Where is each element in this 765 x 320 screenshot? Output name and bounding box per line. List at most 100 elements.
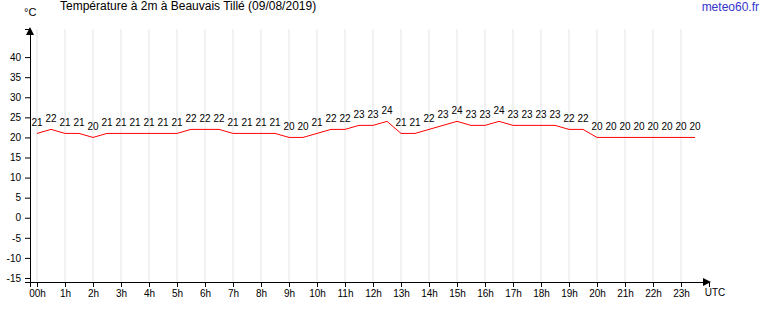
x-tick-label: 18h <box>533 288 550 299</box>
x-tick: 18h <box>533 282 550 299</box>
x-tick-label: 22h <box>645 288 662 299</box>
x-tick-label: 16h <box>477 288 494 299</box>
title: Température à 2m à Beauvais Tillé (09/08… <box>60 0 316 13</box>
x-tick-mark <box>569 282 570 287</box>
y-tick: 5 <box>15 192 30 203</box>
grid-line <box>177 29 178 282</box>
grid-line <box>485 29 486 282</box>
source[interactable]: meteo60.fr <box>702 0 759 14</box>
x-tick-mark <box>233 282 234 287</box>
x-tick-mark <box>513 282 514 287</box>
y-tick: 15 <box>10 152 30 163</box>
y-tick: -5 <box>12 233 30 244</box>
data-label: 22 <box>423 113 435 124</box>
data-label: 20 <box>87 121 99 132</box>
grid-line <box>513 29 514 282</box>
x-tick: 4h <box>144 282 155 299</box>
data-label: 20 <box>283 121 295 132</box>
y-tick: 0 <box>15 212 30 223</box>
grid-line <box>653 29 654 282</box>
data-label: 24 <box>381 105 393 116</box>
data-label: 22 <box>199 113 211 124</box>
y-tick-mark <box>25 77 30 78</box>
x-tick-mark <box>429 282 430 287</box>
x-tick: 11h <box>338 282 354 299</box>
x-tick-label: 2h <box>88 288 99 299</box>
x-tick-label: 11h <box>338 288 354 299</box>
data-label: 21 <box>255 117 267 128</box>
data-label: 21 <box>227 117 239 128</box>
x-tick-label: 20h <box>589 288 606 299</box>
y-tick: -15 <box>7 273 30 284</box>
y-axis-title: °C <box>24 6 36 18</box>
x-tick: 17h <box>505 282 522 299</box>
chart: -15-10-5051015202530354000h1h2h3h4h5h6h7… <box>0 0 765 320</box>
data-label: 22 <box>185 113 197 124</box>
y-tick-label: 15 <box>10 152 22 163</box>
x-axis: 00h1h2h3h4h5h6h7h8h9h10h11h12h13h14h15h1… <box>29 282 709 299</box>
x-tick-mark <box>597 282 598 287</box>
x-tick-mark <box>681 282 682 287</box>
x-axis-title: UTC <box>705 287 726 298</box>
data-label: 22 <box>213 113 225 124</box>
x-tick-mark <box>345 282 346 287</box>
x-tick-mark <box>373 282 374 287</box>
x-tick: 23h <box>673 282 690 299</box>
y-tick-mark <box>25 258 30 259</box>
y-tick: 20 <box>10 132 30 143</box>
x-tick: 21h <box>617 282 634 299</box>
grid-line <box>233 29 234 282</box>
grid-line <box>429 29 430 282</box>
x-tick: 00h <box>29 282 46 299</box>
x-tick: 5h <box>172 282 183 299</box>
x-tick: 6h <box>200 282 211 299</box>
y-arrow <box>26 27 34 35</box>
y-tick: 35 <box>10 72 30 83</box>
data-label: 23 <box>437 109 449 120</box>
grid-line <box>625 29 626 282</box>
y-tick-mark <box>25 238 30 239</box>
x-tick-mark <box>93 282 94 287</box>
x-tick-label: 4h <box>144 288 155 299</box>
data-label: 22 <box>563 113 575 124</box>
y-tick-mark <box>25 218 30 219</box>
data-label: 23 <box>353 109 365 120</box>
x-tick-label: 8h <box>256 288 267 299</box>
data-label: 24 <box>493 105 505 116</box>
grid-line <box>65 29 66 282</box>
data-label: 23 <box>549 109 561 120</box>
x-tick-label: 7h <box>228 288 239 299</box>
data-label: 21 <box>311 117 323 128</box>
y-tick-label: -15 <box>7 273 22 284</box>
data-label: 21 <box>241 117 253 128</box>
x-tick-label: 21h <box>617 288 634 299</box>
data-label: 23 <box>507 109 519 120</box>
y-tick-label: 35 <box>10 72 22 83</box>
y-tick-label: 20 <box>10 132 22 143</box>
data-label: 21 <box>101 117 113 128</box>
x-tick-mark <box>121 282 122 287</box>
x-tick-label: 00h <box>29 288 46 299</box>
grid-line <box>289 29 290 282</box>
y-tick: 10 <box>10 172 30 183</box>
x-tick: 14h <box>421 282 438 299</box>
data-label: 21 <box>59 117 71 128</box>
x-tick: 7h <box>228 282 239 299</box>
x-tick-mark <box>289 282 290 287</box>
x-tick-mark <box>653 282 654 287</box>
y-tick: 40 <box>10 52 30 63</box>
data-label: 21 <box>269 117 281 128</box>
x-tick-label: 9h <box>284 288 295 299</box>
data-label: 20 <box>647 121 659 132</box>
x-tick: 8h <box>256 282 267 299</box>
grid-line <box>597 29 598 282</box>
grid-line <box>205 29 206 282</box>
data-label: 23 <box>535 109 547 120</box>
data-label: 23 <box>367 109 379 120</box>
y-tick-mark <box>25 198 30 199</box>
y-tick-mark <box>25 178 30 179</box>
grid-line <box>373 29 374 282</box>
x-tick-label: 3h <box>116 288 127 299</box>
data-label: 22 <box>45 113 57 124</box>
data-labels: 2122212120212121212121222222212121212020… <box>31 105 701 132</box>
